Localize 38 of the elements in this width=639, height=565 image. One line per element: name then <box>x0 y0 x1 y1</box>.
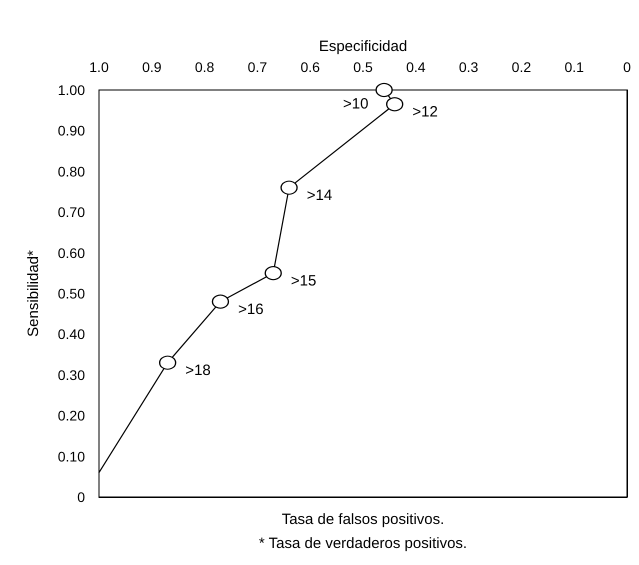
x-tick-label: 0 <box>623 59 632 75</box>
y-tick-label: 0 <box>77 489 86 505</box>
x-tick-label: 0.4 <box>406 59 426 75</box>
x-tick-label: 0.6 <box>300 59 320 75</box>
data-label: >10 <box>343 96 368 112</box>
y-tick-label: 0.80 <box>58 163 86 180</box>
y-tick-label: 1.00 <box>58 82 86 98</box>
x-tick-label: 1.0 <box>89 59 109 75</box>
x-tick-label: 0.8 <box>194 59 215 75</box>
data-label: >18 <box>185 362 211 380</box>
point <box>159 356 176 370</box>
x-tick-label: 0.1 <box>564 59 584 75</box>
point <box>376 82 393 98</box>
y-tick-label: 0.30 <box>58 366 86 383</box>
data-label: >16 <box>238 301 264 318</box>
point <box>280 180 298 195</box>
y-tick-label: 0.20 <box>58 408 86 424</box>
x-tick-label: 0.5 <box>353 59 373 75</box>
x-tick-label: 0.7 <box>248 59 268 75</box>
point <box>212 294 230 309</box>
y-tick-label: 0.60 <box>58 244 86 261</box>
data-label: >12 <box>412 104 438 121</box>
y-axis-title: Sensibilidad* <box>25 250 42 337</box>
data-label: >15 <box>290 272 316 290</box>
x-axis-title: Especificidad <box>318 38 408 55</box>
text: Tasa de falsos positivos. <box>282 511 444 528</box>
x-tick-label: 0.3 <box>458 59 479 75</box>
point <box>264 266 282 280</box>
data-label: >14 <box>306 187 332 204</box>
y-tick-label: 0.70 <box>58 204 86 220</box>
x-tick-label: 0.9 <box>142 59 162 75</box>
y-tick-label: 0.50 <box>58 286 86 302</box>
x-tick-label: 0.2 <box>512 59 532 75</box>
y-tick-label: 0.40 <box>58 326 86 342</box>
y-tick-label: 0.90 <box>58 122 86 139</box>
point <box>386 97 404 112</box>
y-tick-label: 0.10 <box>58 448 86 464</box>
text: * Tasa de verdaderos positivos. <box>258 535 468 552</box>
